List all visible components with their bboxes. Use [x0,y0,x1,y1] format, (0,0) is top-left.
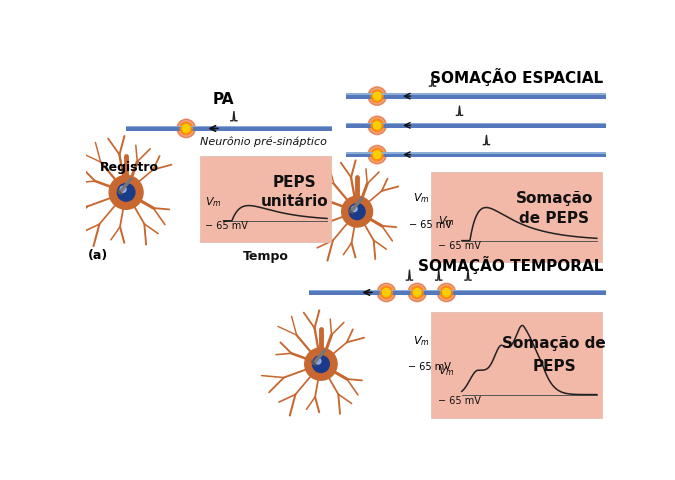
Text: (a): (a) [88,249,109,262]
Text: PEPS: PEPS [533,360,576,374]
Circle shape [368,87,386,105]
FancyBboxPatch shape [346,123,605,128]
FancyBboxPatch shape [346,94,605,99]
Circle shape [304,348,337,380]
Circle shape [380,286,393,299]
Bar [431,171,602,263]
Text: SOMAÇÃO ESPACIAL: SOMAÇÃO ESPACIAL [431,68,603,86]
Circle shape [383,288,390,296]
Text: Somação: Somação [516,192,593,206]
Circle shape [371,119,383,132]
FancyBboxPatch shape [309,290,605,291]
Circle shape [371,148,383,161]
Circle shape [117,183,135,201]
FancyBboxPatch shape [126,126,333,131]
Circle shape [352,206,357,212]
Circle shape [368,145,386,164]
Text: $V_m$: $V_m$ [438,364,454,378]
Text: unitário: unitário [261,193,328,208]
FancyBboxPatch shape [126,126,333,127]
Circle shape [313,356,329,372]
Circle shape [371,90,383,102]
Text: de PEPS: de PEPS [519,211,589,226]
Bar [431,312,602,418]
Text: Somação de: Somação de [502,336,606,351]
Text: − 65 mV: − 65 mV [410,220,452,230]
Circle shape [180,122,192,134]
Text: $V_m$: $V_m$ [438,214,454,228]
Text: SOMAÇÃO TEMPORAL: SOMAÇÃO TEMPORAL [418,256,603,274]
Circle shape [443,288,450,296]
Circle shape [437,283,456,302]
Circle shape [342,196,373,227]
Circle shape [349,204,365,220]
Circle shape [368,116,386,134]
Text: Neurônio pré-sináptico: Neurônio pré-sináptico [200,137,327,147]
Bar [200,156,331,242]
FancyBboxPatch shape [346,152,605,154]
Circle shape [315,358,321,364]
FancyBboxPatch shape [346,123,605,124]
Circle shape [413,288,421,296]
Circle shape [120,186,126,192]
Circle shape [373,121,381,129]
Text: $V_m$: $V_m$ [205,195,222,209]
Text: $V_m$: $V_m$ [413,334,430,348]
Text: − 65 mV: − 65 mV [408,362,451,372]
Circle shape [373,151,381,158]
Circle shape [440,286,452,299]
Text: PEPS: PEPS [273,175,316,190]
Text: Tempo: Tempo [242,250,288,263]
FancyBboxPatch shape [346,94,605,95]
Circle shape [109,175,143,209]
Circle shape [408,283,427,302]
Text: PA: PA [213,92,234,107]
Circle shape [177,119,195,138]
Circle shape [411,286,423,299]
Text: $V_m$: $V_m$ [413,192,430,205]
FancyBboxPatch shape [346,152,605,157]
FancyBboxPatch shape [309,290,605,295]
Circle shape [377,283,396,302]
Circle shape [182,125,190,132]
Text: − 65 mV: − 65 mV [438,396,481,406]
Text: Registro: Registro [100,161,159,174]
Circle shape [373,92,381,100]
Text: − 65 mV: − 65 mV [438,241,481,251]
Text: − 65 mV: − 65 mV [205,221,248,231]
